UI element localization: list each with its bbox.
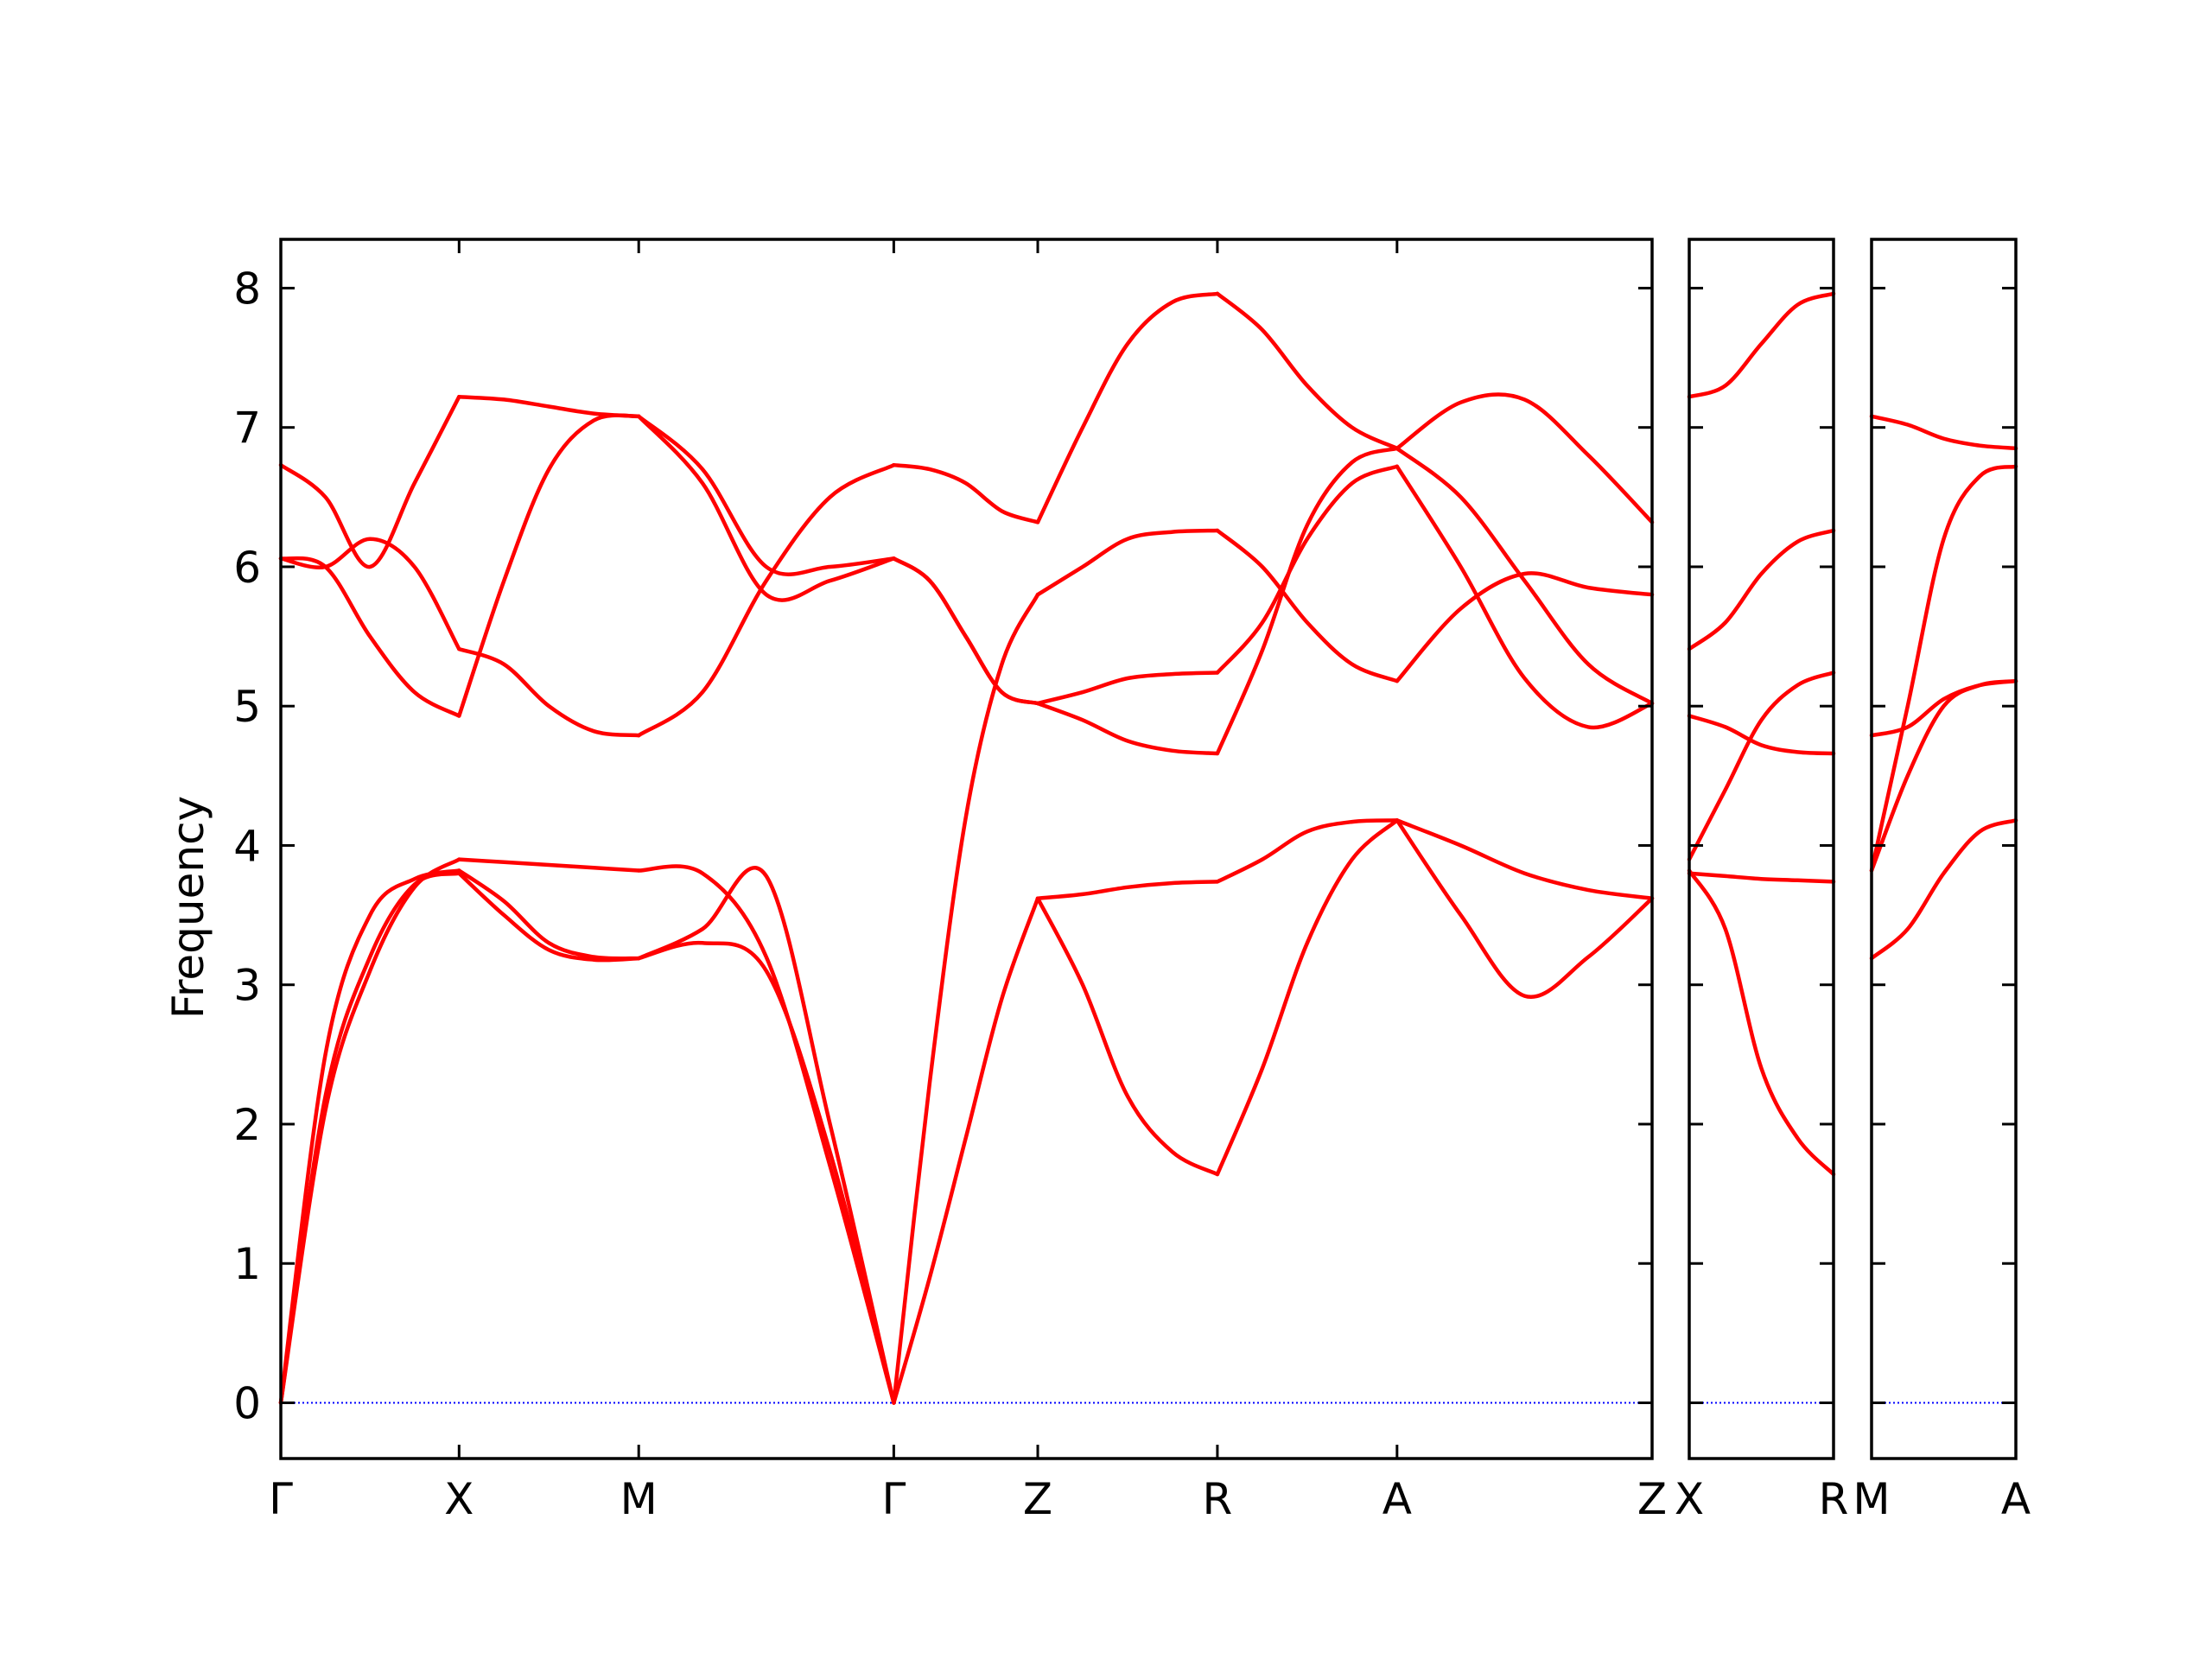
phonon-band-M-Γ-0 [636,866,896,1405]
phonon-band-X-R-3 [1687,714,1836,756]
phonon-band-M-A-0 [1869,818,2018,961]
y-tick-label: 7 [233,404,261,454]
x-tick-label: Γ [269,1474,293,1524]
y-tick-label: 0 [233,1378,261,1428]
phonon-band-A-Z-3 [1395,446,1655,706]
phonon-band-M-Γ-3 [636,414,896,602]
x-tick-label: A [1382,1474,1412,1524]
phonon-band-X-M-0 [457,868,641,961]
x-tick-label: R [1203,1474,1233,1524]
phonon-band-Z-R-2 [1035,671,1220,706]
phonon-band-R-A-0 [1215,818,1400,1177]
panel-frame-1 [1688,238,1835,1460]
x-tick-label: Γ [881,1474,906,1524]
x-tick-label: M [1853,1474,1890,1524]
y-tick-label: 2 [233,1100,261,1150]
phonon-band-Γ-Z-0 [892,896,1040,1405]
phonon-band-X-M-3 [457,413,641,718]
phonon-band-X-M-5 [457,394,641,419]
phonon-band-R-A-5 [1215,291,1400,451]
phonon-band-Z-R-1 [1035,880,1220,900]
phonon-band-Γ-X-2 [278,857,461,1405]
phonon-band-X-R-1 [1687,871,1836,884]
phonon-band-R-A-4 [1215,528,1400,683]
panel-frame-2 [1870,238,2018,1460]
phonon-band-Γ-X-1 [278,871,461,1405]
phonon-band-R-A-1 [1215,818,1400,884]
phonon-band-Z-R-0 [1035,896,1220,1177]
y-tick-label: 4 [233,821,261,871]
x-tick-label: Z [1023,1474,1052,1524]
x-tick-label: M [620,1474,658,1524]
x-tick-label: A [2001,1474,2031,1524]
phonon-band-M-A-3 [1869,464,2018,873]
phonon-band-M-Γ-2 [636,864,896,1405]
phonon-band-Γ-X-3 [278,556,461,718]
phonon-band-Γ-Z-4 [892,556,1040,706]
x-tick-label: R [1819,1474,1849,1524]
x-tick-label: X [1675,1474,1704,1524]
phonon-band-A-Z-4 [1395,571,1655,683]
phonon-band-A-Z-5 [1395,392,1655,524]
phonon-band-R-A-2 [1215,464,1400,675]
phonon-band-X-R-2 [1687,671,1836,861]
phonon-band-X-R-5 [1687,291,1836,399]
phonon-band-R-A-3 [1215,446,1400,756]
phonon-band-Γ-X-5 [278,394,461,569]
phonon-band-Z-R-4 [1035,528,1220,597]
phonon-band-M-A-4 [1869,414,2018,451]
y-tick-label: 1 [233,1239,261,1289]
phonon-band-Γ-Z-1 [892,592,1040,1405]
x-tick-label: Z [1637,1474,1667,1524]
phonon-band-A-Z-1 [1395,818,1655,900]
phonon-band-Γ-X-4 [278,537,461,652]
x-tick-label: X [444,1474,474,1524]
phonon-band-X-M-1 [457,871,641,963]
phonon-band-A-Z-0 [1395,818,1655,1000]
phonon-band-X-M-2 [457,857,641,873]
y-tick-label: 3 [233,961,261,1011]
phonon-band-M-A-2 [1869,678,2018,738]
phonon-band-A-Z-2 [1395,464,1655,730]
panel-frame-0 [279,238,1654,1460]
phonon-band-M-Γ-4 [636,462,896,738]
y-tick-label: 8 [233,264,261,314]
phonon-band-X-R-4 [1687,528,1836,652]
phonon-band-M-Γ-1 [636,940,896,1405]
phonon-band-Γ-X-0 [278,868,461,1405]
y-axis-label: Frequency [163,796,213,1019]
y-tick-label: 5 [233,682,261,732]
y-tick-label: 6 [233,543,261,593]
phonon-band-Z-R-5 [1035,291,1220,524]
phonon-band-Z-R-3 [1035,701,1220,756]
phonon-band-Γ-Z-3 [892,462,1040,524]
phonon-band-M-Γ-5 [636,414,896,576]
phonon-band-X-R-0 [1687,868,1836,1177]
phonon-band-X-M-4 [457,646,641,738]
